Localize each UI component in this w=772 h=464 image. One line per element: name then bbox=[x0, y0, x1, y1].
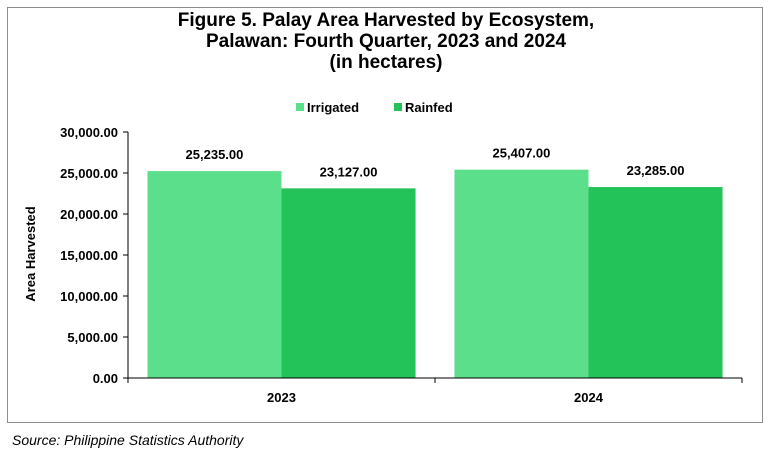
y-tick-label: 15,000.00 bbox=[60, 248, 118, 263]
legend-swatch-irrigated bbox=[296, 103, 304, 111]
x-tick-label: 2024 bbox=[574, 390, 604, 405]
legend-label-irrigated: Irrigated bbox=[307, 100, 359, 115]
data-label: 23,127.00 bbox=[320, 164, 378, 179]
chart-title-line-2: Palawan: Fourth Quarter, 2023 and 2024 bbox=[205, 31, 567, 52]
y-axis-label: Area Harvested bbox=[23, 206, 38, 301]
bar-irrigated-2024 bbox=[454, 169, 589, 378]
bar-irrigated-2023 bbox=[147, 171, 282, 378]
y-tick-label: 10,000.00 bbox=[60, 289, 118, 304]
data-label: 25,407.00 bbox=[493, 146, 551, 161]
chart-title: Figure 5. Palay Area Harvested by Ecosys… bbox=[0, 10, 772, 73]
legend: Irrigated Rainfed bbox=[296, 100, 453, 115]
y-tick-label: 5,000.00 bbox=[67, 330, 118, 345]
x-axis: 2023 2024 bbox=[127, 377, 743, 405]
y-axis: 0.00 5,000.00 10,000.00 15,000.00 20,000.00 2… bbox=[60, 125, 129, 386]
legend-swatch-rainfed bbox=[394, 103, 402, 111]
bars: 25,235.00 23,127.00 25,407.00 23,285.00 bbox=[147, 146, 723, 378]
bar-rainfed-2024 bbox=[588, 187, 723, 378]
y-tick-label: 0.00 bbox=[93, 371, 118, 386]
chart-title-line-3: (in hectares) bbox=[329, 52, 443, 73]
data-label: 23,285.00 bbox=[627, 163, 685, 178]
y-tick-label: 30,000.00 bbox=[60, 125, 118, 140]
y-tick-label: 20,000.00 bbox=[60, 207, 118, 222]
legend-label-rainfed: Rainfed bbox=[405, 100, 453, 115]
bar-rainfed-2023 bbox=[281, 188, 416, 378]
y-tick-label: 25,000.00 bbox=[60, 166, 118, 181]
chart-title-line-1: Figure 5. Palay Area Harvested by Ecosys… bbox=[177, 10, 595, 31]
x-tick-label: 2023 bbox=[267, 390, 296, 405]
data-label: 25,235.00 bbox=[186, 147, 244, 162]
source-note: Source: Philippine Statistics Authority bbox=[12, 432, 244, 448]
